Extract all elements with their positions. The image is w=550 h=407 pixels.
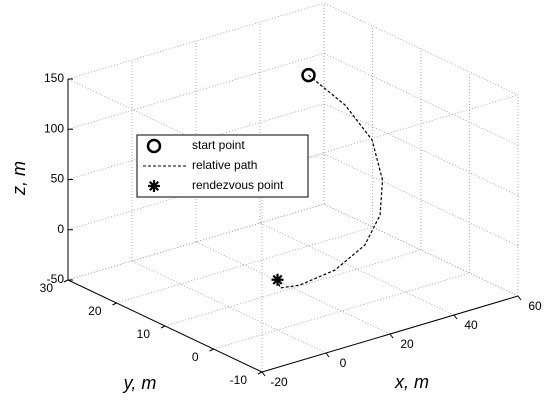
grid-line [116, 226, 373, 304]
y-tick [63, 279, 69, 283]
grid-line [213, 272, 470, 350]
x-tick-label: 40 [464, 318, 478, 332]
start-marker [301, 67, 316, 83]
x-axis-label: x, m [394, 372, 429, 392]
z-tick-label: 0 [57, 222, 64, 236]
z-tick-label: 100 [44, 121, 64, 135]
y-tick-label: 30 [40, 281, 54, 295]
x-tick-label: -20 [270, 375, 288, 389]
legend-label: relative path [192, 158, 257, 172]
y-tick-label: 10 [137, 327, 151, 341]
y-tick [112, 302, 117, 306]
grid-line [195, 241, 391, 335]
star-stroke [148, 180, 160, 192]
y-tick-label: 20 [88, 304, 102, 318]
x-tick [261, 371, 266, 377]
y-tick-label: 0 [192, 350, 199, 364]
start-marker [146, 138, 162, 154]
z-tick-label: -50 [47, 272, 65, 286]
star-stroke [272, 274, 283, 285]
x-tick [325, 352, 330, 358]
y-tick [160, 325, 166, 329]
z-axis-label: z, m [9, 161, 29, 196]
x-tick [389, 333, 394, 339]
legend: start point relative path rendezvous point [136, 134, 309, 198]
legend-label: rendezvous point [192, 178, 284, 192]
star-marker [148, 180, 160, 192]
z-tick-label: 50 [51, 172, 65, 186]
x-tick-label: 60 [528, 299, 542, 313]
x-tick-label: 0 [340, 356, 347, 370]
y-axis-label: y, m [122, 373, 157, 393]
grid-line [164, 249, 422, 327]
y-tick [257, 371, 263, 375]
grid-line [67, 103, 325, 180]
grid-line [259, 222, 455, 316]
y-tick [209, 348, 214, 352]
box-edge [261, 94, 519, 172]
grid-line [67, 203, 325, 281]
x-tick-label: 20 [400, 337, 414, 351]
z-tick-label: 150 [44, 71, 64, 85]
y-tick-label: -10 [230, 373, 248, 387]
grid-line [67, 2, 325, 80]
star-marker [271, 273, 284, 286]
grid-line [67, 52, 325, 130]
legend-label: start point [192, 138, 245, 152]
x-tick [517, 295, 522, 301]
x-tick [453, 314, 458, 320]
